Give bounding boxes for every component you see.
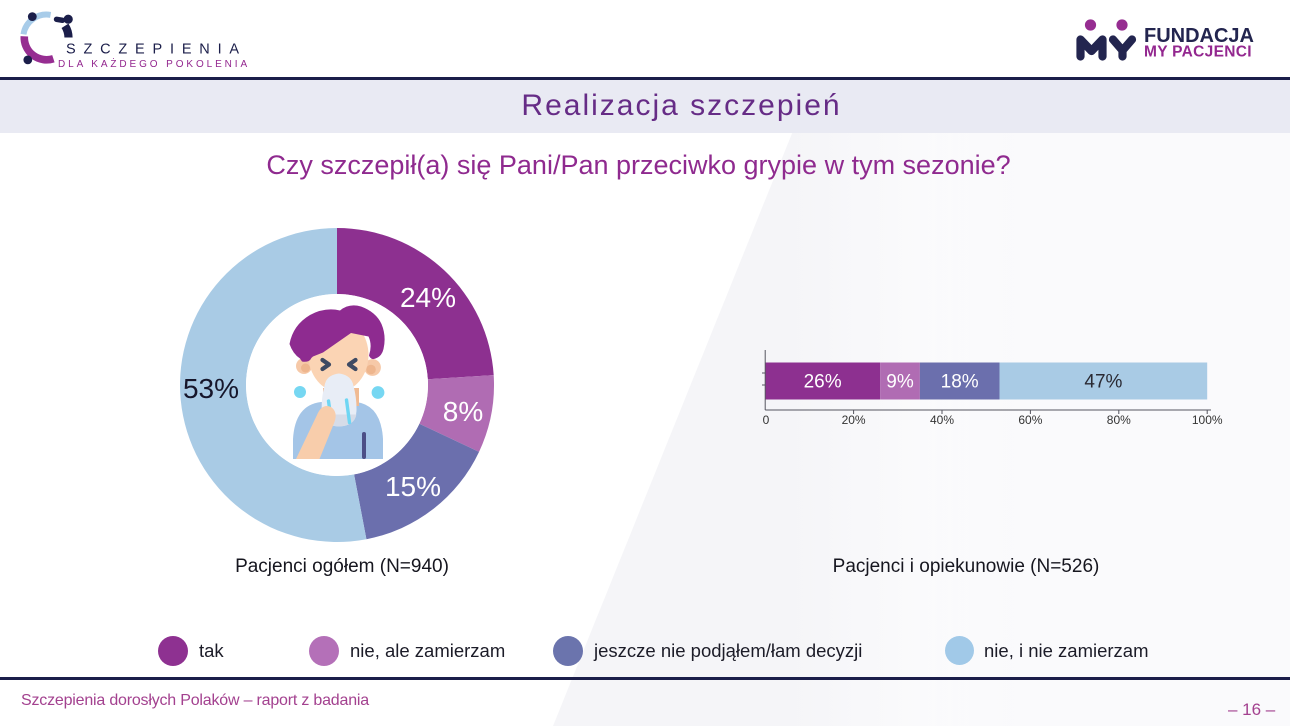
svg-text:53%: 53% [183,373,239,404]
svg-text:8%: 8% [443,396,483,427]
svg-text:SZCZEPIENIA: SZCZEPIENIA [66,42,247,58]
svg-text:47%: 47% [1084,372,1122,393]
svg-text:60%: 60% [1018,413,1042,427]
svg-text:15%: 15% [385,471,441,502]
svg-text:FUNDACJA: FUNDACJA [1144,25,1254,47]
svg-text:20%: 20% [842,413,866,427]
svg-text:26%: 26% [804,372,842,393]
svg-text:18%: 18% [941,372,979,393]
svg-text:80%: 80% [1107,413,1131,427]
svg-text:24%: 24% [400,282,456,313]
svg-text:9%: 9% [886,372,914,393]
svg-text:40%: 40% [930,413,954,427]
svg-text:DLA KAŻDEGO POKOLENIA: DLA KAŻDEGO POKOLENIA [58,57,250,70]
svg-text:MY PACJENCI: MY PACJENCI [1144,44,1252,61]
svg-text:0: 0 [763,413,770,427]
svg-text:100%: 100% [1192,413,1223,427]
